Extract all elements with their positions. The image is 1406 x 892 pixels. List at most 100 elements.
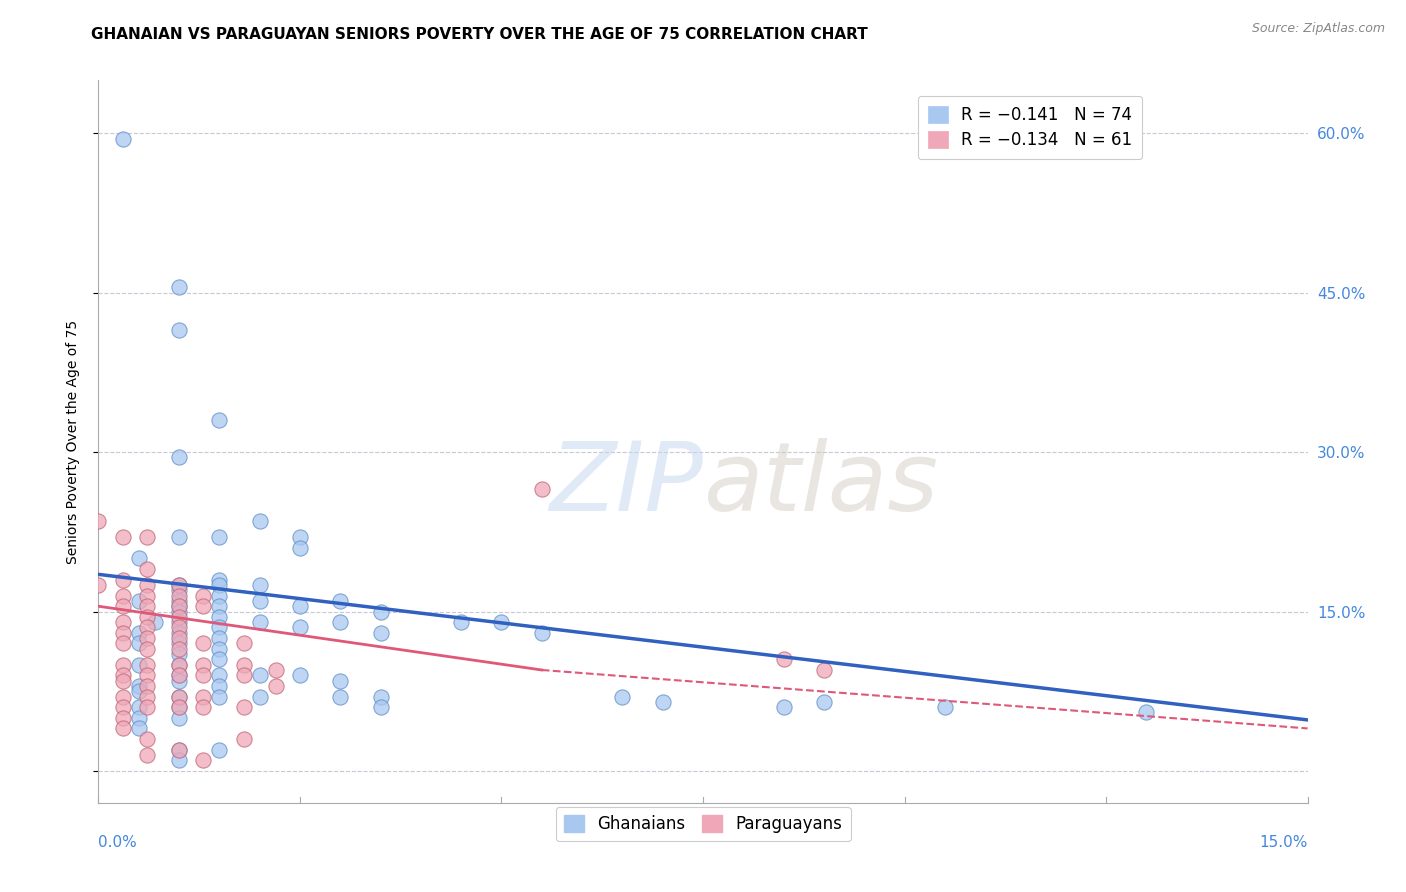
Point [111, 668, 134, 682]
Point [135, 668, 157, 682]
Point [111, 599, 134, 614]
Point [208, 690, 231, 704]
Point [111, 722, 134, 736]
Point [167, 625, 190, 640]
Point [135, 530, 157, 544]
Point [264, 663, 287, 677]
Point [111, 625, 134, 640]
Text: GHANAIAN VS PARAGUAYAN SENIORS POVERTY OVER THE AGE OF 75 CORRELATION CHART: GHANAIAN VS PARAGUAYAN SENIORS POVERTY O… [91, 27, 868, 42]
Point [128, 679, 150, 693]
Point [135, 747, 157, 762]
Point [370, 625, 392, 640]
Point [167, 605, 190, 619]
Point [232, 636, 254, 650]
Point [167, 615, 190, 630]
Point [167, 673, 190, 688]
Point [329, 690, 352, 704]
Point [208, 641, 231, 656]
Point [111, 673, 134, 688]
Point [143, 615, 166, 630]
Text: Source: ZipAtlas.com: Source: ZipAtlas.com [1251, 22, 1385, 36]
Point [167, 657, 190, 672]
Point [329, 673, 352, 688]
Point [111, 530, 134, 544]
Point [249, 578, 271, 592]
Point [128, 594, 150, 608]
Point [167, 647, 190, 661]
Point [128, 657, 150, 672]
Text: atlas: atlas [703, 438, 938, 532]
Point [370, 605, 392, 619]
Point [128, 711, 150, 725]
Point [167, 578, 190, 592]
Point [288, 620, 311, 634]
Point [167, 641, 190, 656]
Point [208, 573, 231, 587]
Point [450, 615, 472, 630]
Point [128, 625, 150, 640]
Point [111, 657, 134, 672]
Point [135, 641, 157, 656]
Point [772, 700, 794, 714]
Point [167, 668, 190, 682]
Point [612, 690, 634, 704]
Legend: Ghanaians, Paraguayans: Ghanaians, Paraguayans [555, 806, 851, 841]
Point [111, 700, 134, 714]
Point [111, 615, 134, 630]
Point [934, 700, 956, 714]
Point [128, 684, 150, 698]
Point [135, 700, 157, 714]
Point [329, 594, 352, 608]
Point [167, 690, 190, 704]
Point [135, 620, 157, 634]
Point [208, 652, 231, 666]
Point [208, 589, 231, 603]
Point [249, 668, 271, 682]
Point [167, 690, 190, 704]
Point [135, 679, 157, 693]
Point [208, 413, 231, 427]
Point [329, 615, 352, 630]
Point [135, 599, 157, 614]
Point [208, 668, 231, 682]
Point [232, 657, 254, 672]
Point [167, 578, 190, 592]
Point [208, 631, 231, 645]
Point [135, 631, 157, 645]
Point [167, 323, 190, 337]
Point [288, 541, 311, 555]
Point [167, 280, 190, 294]
Point [167, 636, 190, 650]
Point [232, 732, 254, 747]
Point [167, 530, 190, 544]
Point [111, 589, 134, 603]
Point [651, 695, 673, 709]
Point [208, 620, 231, 634]
Point [193, 636, 215, 650]
Point [167, 657, 190, 672]
Point [128, 700, 150, 714]
Point [128, 636, 150, 650]
Point [288, 599, 311, 614]
Point [208, 530, 231, 544]
Point [249, 594, 271, 608]
Point [530, 483, 553, 497]
Point [813, 663, 835, 677]
Point [167, 610, 190, 624]
Point [167, 450, 190, 465]
Point [249, 514, 271, 528]
Point [167, 599, 190, 614]
Point [772, 652, 794, 666]
Point [111, 132, 134, 146]
Point [530, 625, 553, 640]
Point [135, 589, 157, 603]
Point [208, 599, 231, 614]
Point [167, 700, 190, 714]
Point [167, 742, 190, 756]
Point [813, 695, 835, 709]
Point [111, 690, 134, 704]
Point [193, 690, 215, 704]
Point [288, 668, 311, 682]
Point [167, 599, 190, 614]
Point [232, 700, 254, 714]
